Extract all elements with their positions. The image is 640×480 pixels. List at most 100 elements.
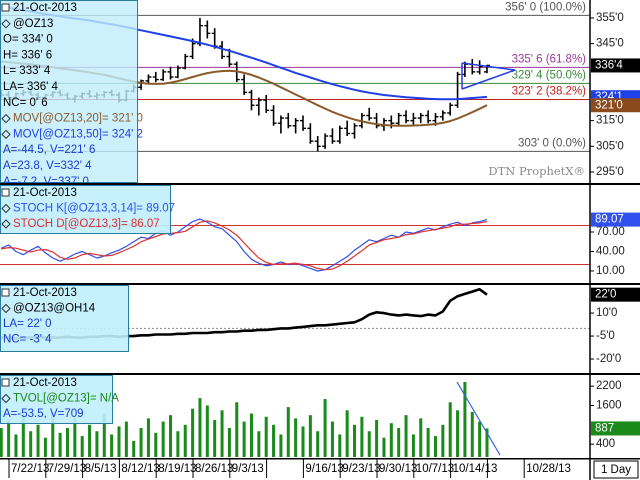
- info-text: 21-Oct-2013: [13, 187, 77, 199]
- info-text: H= 336' 6: [3, 49, 52, 61]
- info-box: [0, 0, 138, 183]
- x-tick-label: 7/29/13: [48, 463, 86, 475]
- overlay: 21-Oct-2013 @OZ13 O= 334' 0 H= 336' 6 L= 333…: [0, 0, 585, 424]
- y-tick-label: 70.00: [596, 226, 625, 238]
- volume-bar: [316, 431, 320, 458]
- x-tick-label: 9/3/13: [232, 463, 264, 475]
- y-tick-label: 355'0: [596, 12, 624, 24]
- diamond-icon: [1, 219, 11, 229]
- y-tick-label: 295'0: [596, 166, 624, 178]
- info-text: TVOL[@OZ13]= N/A: [13, 393, 119, 405]
- volume-bar: [65, 428, 69, 458]
- volume-bar: [463, 381, 467, 458]
- volume-bar: [485, 428, 489, 458]
- volume-bar: [411, 434, 415, 458]
- volume-bar: [338, 434, 342, 458]
- volume-bar: [264, 416, 268, 458]
- info-text: A=23.8, V=332' 4: [3, 160, 92, 172]
- volume-trend: [456, 381, 501, 456]
- volume-bar: [227, 428, 231, 458]
- last-value-label: 22'0: [595, 289, 616, 301]
- volume-bar: [132, 440, 136, 458]
- x-tick-label: 9/23/13: [342, 463, 380, 475]
- diamond-icon: [1, 393, 11, 404]
- volume-bar: [161, 421, 165, 458]
- volume-bar: [235, 402, 239, 458]
- y-tick-label: -5'0: [596, 330, 615, 342]
- info-text: MOV[@OZ13,50]= 324' 2: [13, 128, 143, 140]
- level-label: 335' 6 (61.8%): [512, 53, 587, 65]
- volume-bar: [198, 398, 202, 458]
- last-value-box: [591, 98, 640, 113]
- volume-bar: [367, 431, 371, 458]
- last-value-label: 321'0: [595, 99, 623, 111]
- y-tick-label: 40.00: [596, 246, 625, 258]
- volume-bar: [102, 413, 106, 458]
- interval-box[interactable]: [593, 460, 639, 479]
- last-value-box: [591, 287, 640, 302]
- volume-bar: [294, 418, 298, 458]
- pennant-upper: [461, 62, 516, 71]
- volume-bar: [404, 415, 408, 458]
- volume-bar: [73, 418, 77, 458]
- volume-bar: [257, 431, 261, 458]
- info-box: [0, 375, 113, 424]
- volume-bar: [29, 431, 33, 458]
- volume-bar: [470, 411, 474, 458]
- x-tick-label: 8/5/13: [85, 463, 117, 475]
- x-tick-label: 8/26/13: [195, 463, 233, 475]
- info-text: 21-Oct-2013: [13, 2, 77, 14]
- volume-bar: [448, 402, 452, 458]
- volume-bar: [433, 436, 437, 458]
- volume-bar: [169, 415, 173, 458]
- y-tick-label: 2200: [596, 380, 622, 392]
- volume-bar: [36, 424, 40, 458]
- info-text: LA= 336' 4: [3, 81, 59, 93]
- level-label: 303' 0 (0.0%): [518, 137, 586, 149]
- info-text: 21-Oct-2013: [13, 377, 77, 389]
- diamond-icon: [1, 129, 11, 140]
- volume-bar: [345, 410, 349, 458]
- series-line: [0, 218, 488, 272]
- volume-bar: [478, 421, 482, 458]
- last-value-label: 89.07: [595, 214, 624, 226]
- y-tick-label: -20'0: [596, 353, 621, 365]
- x-tick-label: 9/16/13: [305, 463, 343, 475]
- checkbox-icon: [1, 288, 10, 297]
- volume-bar: [389, 423, 393, 458]
- last-value-label: 336'4: [595, 59, 623, 71]
- volume-bar: [375, 419, 379, 458]
- volume-bar: [43, 437, 47, 458]
- info-text: A=-44.5, V=221' 6: [3, 144, 95, 156]
- info-text: 21-Oct-2013: [13, 287, 77, 299]
- info-text: NC= -3' 4: [3, 334, 52, 346]
- level-label: 329' 4 (50.0%): [512, 69, 587, 81]
- volume-bar: [323, 399, 327, 458]
- volume-bar: [242, 421, 246, 458]
- volume-bar: [124, 421, 128, 458]
- volume-bar: [0, 428, 3, 458]
- info-box: [0, 285, 129, 352]
- volume-bar: [80, 436, 84, 458]
- volume-bar: [272, 424, 276, 458]
- x-tick-label: 8/12/13: [121, 463, 159, 475]
- volume-bar: [154, 432, 158, 458]
- x-tick-label: 9/30/13: [379, 463, 417, 475]
- watermark: DTN ProphetX®: [488, 164, 585, 178]
- volume-bar: [95, 431, 99, 458]
- interval[interactable]: 1 Day: [601, 464, 631, 476]
- y-tick-label: 400: [596, 438, 615, 450]
- y-tick-label: 345'0: [596, 38, 624, 50]
- volume-bar: [397, 428, 401, 458]
- volume-bar: [301, 426, 305, 458]
- volume-bar: [249, 413, 253, 458]
- info-box: [0, 185, 171, 234]
- last-value-label: 887: [595, 422, 614, 434]
- volume-bar: [58, 432, 62, 458]
- volume-bar: [51, 411, 55, 458]
- volume-bar: [279, 434, 283, 458]
- volume-bar: [308, 415, 312, 458]
- checkbox-icon: [1, 378, 10, 387]
